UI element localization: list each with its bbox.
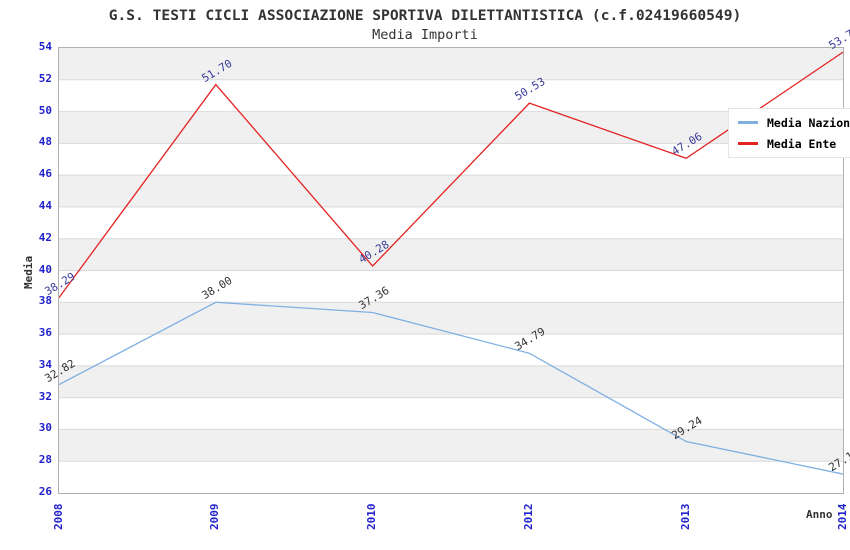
legend-swatch-media-nazionale-icon [738,121,758,124]
x-axis-title: Anno [806,508,833,521]
y-tick-label: 42 [38,230,52,244]
y-tick-label: 30 [38,421,52,435]
y-tick-label: 50 [38,103,52,117]
plot-band [59,334,843,366]
legend-item-media-ente: Media Ente [738,137,850,151]
y-tick-label: 46 [38,167,52,181]
legend: Media Nazionale Media Ente [728,108,850,158]
legend-swatch-media-ente-icon [738,142,758,145]
y-tick-label: 40 [38,262,52,276]
legend-item-media-nazionale: Media Nazionale [738,116,850,130]
x-tick-label: 2012 [521,503,535,531]
plot-band [59,270,843,303]
y-tick-label: 26 [38,485,52,498]
plot-band [59,79,843,112]
y-tick-label: 36 [38,326,52,340]
plot-band [59,111,843,144]
x-tick-label: 2008 [51,503,65,531]
plot-band [59,206,843,239]
plot-band [59,365,843,398]
x-tick-label: 2010 [365,503,379,531]
x-tick-label: 2013 [678,503,692,531]
legend-label-media-ente: Media Ente [767,136,837,151]
plot-band [59,238,843,271]
plot-band [59,397,843,430]
x-tick-label: 2014 [835,503,849,531]
plot-band [59,175,843,207]
y-tick-label: 54 [38,40,52,53]
plot-band [59,461,843,493]
legend-label-media-nazionale: Media Nazionale [767,115,850,130]
plot-band [59,48,843,80]
chart-title: G.S. TESTI CICLI ASSOCIAZIONE SPORTIVA D… [108,7,742,24]
chart-canvas [59,48,843,493]
series-line-media-ente [59,51,843,299]
plot-band [59,429,843,462]
y-tick-label: 32 [38,389,52,403]
plot-band [59,143,843,176]
plot-area: Media Nazionale Media Ente [58,47,850,494]
y-tick-label: 48 [38,135,52,149]
y-tick-label: 34 [38,357,52,371]
chart-subtitle: Media Importi [372,27,478,43]
series-line-media-nazionale [59,301,843,475]
y-tick-label: 44 [38,198,52,212]
x-tick-label: 2009 [208,503,222,531]
y-tick-label: 28 [38,453,52,467]
y-tick-label: 38 [38,294,52,308]
plot-band [59,302,843,335]
y-tick-label: 52 [38,71,52,85]
